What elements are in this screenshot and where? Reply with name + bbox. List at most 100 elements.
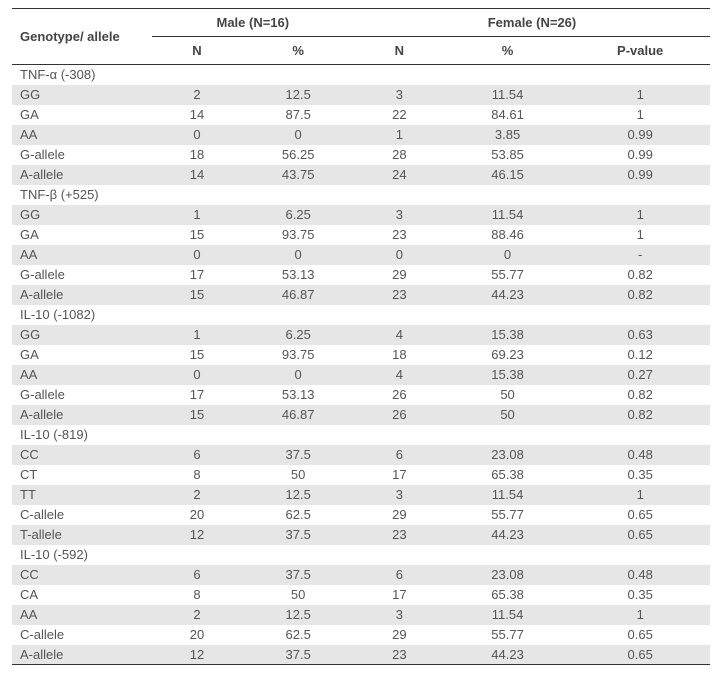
section-row: IL-10 (-1082): [12, 305, 710, 325]
female-pct-cell: 11.54: [445, 485, 571, 505]
female-pct-cell: 11.54: [445, 605, 571, 625]
female-n-header: N: [354, 37, 445, 65]
pvalue-cell: 0.48: [570, 445, 710, 465]
table-row: GG212.5311.541: [12, 85, 710, 105]
section-row: TNF-α (-308): [12, 65, 710, 85]
female-pct-cell: 46.15: [445, 165, 571, 185]
row-label: A-allele: [12, 285, 152, 305]
table-row: G-allele1753.132955.770.82: [12, 265, 710, 285]
male-n-cell: 15: [152, 225, 243, 245]
section-title: IL-10 (-592): [12, 545, 710, 565]
male-header: Male (N=16): [152, 9, 354, 37]
pvalue-cell: 0.48: [570, 565, 710, 585]
row-label: GA: [12, 105, 152, 125]
female-pct-cell: 11.54: [445, 85, 571, 105]
male-n-cell: 2: [152, 85, 243, 105]
table-row: G-allele1856.252853.850.99: [12, 145, 710, 165]
female-pct-cell: 55.77: [445, 625, 571, 645]
male-pct-cell: 46.87: [242, 285, 354, 305]
female-n-cell: 3: [354, 205, 445, 225]
pvalue-cell: 0.82: [570, 285, 710, 305]
female-pct-cell: 11.54: [445, 205, 571, 225]
female-pct-cell: 3.85: [445, 125, 571, 145]
male-pct-cell: 37.5: [242, 565, 354, 585]
row-label: GG: [12, 85, 152, 105]
row-label: CC: [12, 445, 152, 465]
male-n-header: N: [152, 37, 243, 65]
pvalue-cell: 1: [570, 205, 710, 225]
pvalue-cell: 1: [570, 85, 710, 105]
male-pct-cell: 0: [242, 245, 354, 265]
female-n-cell: 23: [354, 645, 445, 665]
female-n-cell: 23: [354, 285, 445, 305]
male-n-cell: 20: [152, 625, 243, 645]
female-n-cell: 6: [354, 565, 445, 585]
female-pct-cell: 84.61: [445, 105, 571, 125]
male-n-cell: 17: [152, 385, 243, 405]
table-row: CC637.5623.080.48: [12, 565, 710, 585]
female-n-cell: 24: [354, 165, 445, 185]
row-label: G-allele: [12, 145, 152, 165]
male-n-cell: 1: [152, 325, 243, 345]
female-n-cell: 4: [354, 325, 445, 345]
table-body: TNF-α (-308)GG212.5311.541GA1487.52284.6…: [12, 65, 710, 665]
pvalue-cell: 0.35: [570, 465, 710, 485]
pvalue-cell: 0.99: [570, 125, 710, 145]
row-label: GA: [12, 345, 152, 365]
male-pct-cell: 50: [242, 465, 354, 485]
male-pct-header: %: [242, 37, 354, 65]
female-n-cell: 29: [354, 265, 445, 285]
table-row: CC637.5623.080.48: [12, 445, 710, 465]
table-row: AA00415.380.27: [12, 365, 710, 385]
female-n-cell: 4: [354, 365, 445, 385]
female-header: Female (N=26): [354, 9, 710, 37]
pvalue-cell: -: [570, 245, 710, 265]
female-n-cell: 26: [354, 405, 445, 425]
row-label: GG: [12, 205, 152, 225]
male-n-cell: 15: [152, 285, 243, 305]
male-pct-cell: 37.5: [242, 645, 354, 665]
pvalue-cell: 0.27: [570, 365, 710, 385]
female-pct-cell: 65.38: [445, 585, 571, 605]
table-row: CA8501765.380.35: [12, 585, 710, 605]
female-n-cell: 0: [354, 245, 445, 265]
pvalue-cell: 0.65: [570, 625, 710, 645]
table-row: TT212.5311.541: [12, 485, 710, 505]
female-n-cell: 23: [354, 525, 445, 545]
row-label: AA: [12, 365, 152, 385]
male-n-cell: 14: [152, 165, 243, 185]
male-pct-cell: 6.25: [242, 205, 354, 225]
pvalue-cell: 1: [570, 225, 710, 245]
table-row: A-allele1546.8726500.82: [12, 405, 710, 425]
row-label: A-allele: [12, 645, 152, 665]
female-pct-cell: 69.23: [445, 345, 571, 365]
row-label: AA: [12, 245, 152, 265]
male-pct-cell: 62.5: [242, 625, 354, 645]
section-row: IL-10 (-819): [12, 425, 710, 445]
female-pct-cell: 50: [445, 385, 571, 405]
section-row: TNF-β (+525): [12, 185, 710, 205]
male-n-cell: 8: [152, 465, 243, 485]
male-pct-cell: 62.5: [242, 505, 354, 525]
female-pct-cell: 53.85: [445, 145, 571, 165]
pvalue-header: P-value: [570, 37, 710, 65]
col-label-header: Genotype/ allele: [12, 9, 152, 65]
male-n-cell: 17: [152, 265, 243, 285]
female-pct-cell: 88.46: [445, 225, 571, 245]
female-n-cell: 6: [354, 445, 445, 465]
female-n-cell: 3: [354, 85, 445, 105]
male-n-cell: 12: [152, 645, 243, 665]
female-n-cell: 22: [354, 105, 445, 125]
table-row: A-allele1443.752446.150.99: [12, 165, 710, 185]
header-row-top: Genotype/ allele Male (N=16) Female (N=2…: [12, 9, 710, 37]
female-pct-cell: 23.08: [445, 445, 571, 465]
pvalue-cell: 0.65: [570, 525, 710, 545]
pvalue-cell: 0.82: [570, 265, 710, 285]
male-pct-cell: 12.5: [242, 485, 354, 505]
row-label: C-allele: [12, 625, 152, 645]
pvalue-cell: 1: [570, 485, 710, 505]
pvalue-cell: 1: [570, 605, 710, 625]
table-row: GG16.25311.541: [12, 205, 710, 225]
row-label: AA: [12, 125, 152, 145]
row-label: CC: [12, 565, 152, 585]
